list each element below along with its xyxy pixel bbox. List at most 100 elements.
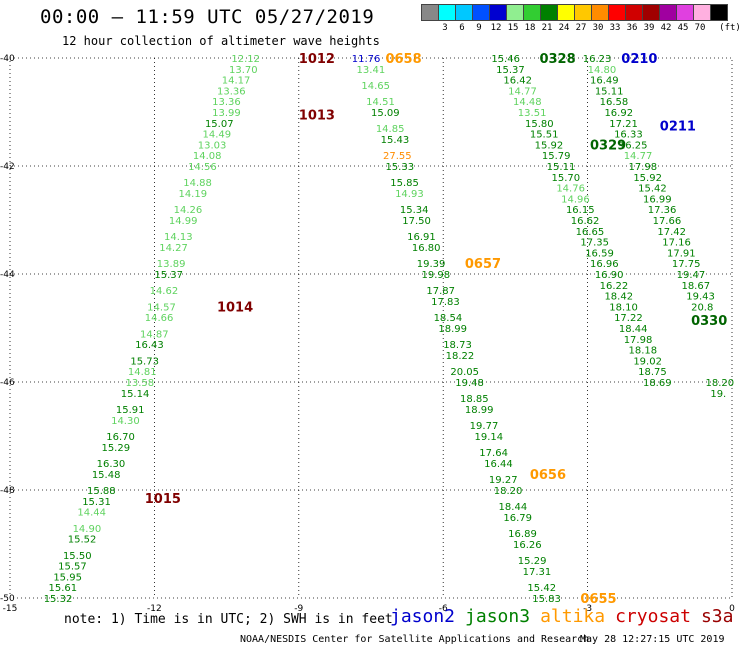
y-tick-label: -44 xyxy=(0,270,15,280)
wave-height-value: 15.31 xyxy=(82,497,111,508)
pass-time-label: 0330 xyxy=(691,314,727,329)
y-tick-label: -50 xyxy=(0,594,15,604)
wave-height-value: 14.87 xyxy=(140,329,169,340)
legend-label: 12 xyxy=(490,23,502,33)
wave-height-value: 20.05 xyxy=(450,367,479,378)
wave-height-value: 14.77 xyxy=(624,151,653,162)
wave-height-value: 14.49 xyxy=(203,130,232,141)
wave-height-value: 13.58 xyxy=(126,378,155,389)
wave-height-value: 18.20 xyxy=(706,378,735,389)
x-tick-label: -12 xyxy=(147,604,162,614)
page-title: 00:00 – 11:59 UTC 05/27/2019 xyxy=(40,6,375,28)
wave-height-value: 18.99 xyxy=(438,324,467,335)
wave-height-value: 11.76 xyxy=(352,54,381,65)
wave-height-value: 17.98 xyxy=(629,162,658,173)
wave-height-value: 15.29 xyxy=(518,556,547,567)
wave-height-value: 16.90 xyxy=(595,270,624,281)
wave-height-value: 16.26 xyxy=(513,540,542,551)
wave-height-value: 14.19 xyxy=(178,189,207,200)
wave-height-value: 16.58 xyxy=(600,97,629,108)
wave-height-value: 15.32 xyxy=(44,594,73,605)
wave-height-value: 14.66 xyxy=(145,313,174,324)
wave-height-value: 14.48 xyxy=(513,97,542,108)
wave-height-value: 15.88 xyxy=(87,486,116,497)
wave-height-value: 18.69 xyxy=(643,378,672,389)
wave-height-value: 17.35 xyxy=(580,238,609,249)
x-tick-label: -15 xyxy=(3,604,18,614)
wave-height-value: 16.80 xyxy=(412,243,441,254)
wave-height-value: 14.26 xyxy=(174,205,203,216)
wave-height-points: 12.1213.7014.1713.3613.3613.9915.0714.49… xyxy=(44,54,734,605)
wave-height-value: 14.76 xyxy=(556,184,585,195)
pass-time-label: 1013 xyxy=(299,109,335,124)
pass-time-labels: 1012 1013 1014 1015 0658 0657 0656 0655 0328 0329… xyxy=(145,52,728,607)
wave-height-value: 19.14 xyxy=(474,432,503,443)
wave-height-value: 19.02 xyxy=(633,356,662,367)
wave-height-value: 20.8 xyxy=(691,302,713,313)
wave-height-value: 14.81 xyxy=(128,367,157,378)
wave-height-value: 15.37 xyxy=(496,65,525,76)
wave-height-value: 16.23 xyxy=(583,54,612,65)
wave-height-value: 15.85 xyxy=(390,178,419,189)
wave-height-value: 15.37 xyxy=(154,270,183,281)
wave-height-value: 15.95 xyxy=(53,572,82,583)
wave-height-value: 19.43 xyxy=(686,292,715,303)
wave-height-value: 19. xyxy=(710,389,726,400)
wave-height-value: 13.89 xyxy=(157,259,186,270)
wave-height-value: 14.51 xyxy=(366,97,395,108)
wave-height-value: 15.42 xyxy=(638,184,667,195)
map-axes: -15 -12 -9 -6 -3 0 -40 -42 -44 -46 -48 -50 xyxy=(0,54,735,614)
wave-height-value: 17.31 xyxy=(523,567,552,578)
wave-height-value: 14.65 xyxy=(361,81,390,92)
wave-height-value: 15.34 xyxy=(400,205,429,216)
wave-height-value: 15.42 xyxy=(527,583,556,594)
wave-height-value: 18.75 xyxy=(638,367,667,378)
wave-height-value: 16.79 xyxy=(503,513,532,524)
wave-height-value: 18.85 xyxy=(460,394,489,405)
wave-height-value: 18.99 xyxy=(465,405,494,416)
wave-height-value: 18.20 xyxy=(494,486,523,497)
wave-height-value: 15.73 xyxy=(130,356,159,367)
wave-height-value: 15.79 xyxy=(542,151,571,162)
wave-height-value: 14.80 xyxy=(588,65,617,76)
wave-height-value: 15.61 xyxy=(49,583,78,594)
wave-height-value: 14.13 xyxy=(164,232,193,243)
wave-height-value: 18.73 xyxy=(443,340,472,351)
pass-time-label: 1012 xyxy=(299,52,335,67)
wave-height-value: 13.41 xyxy=(357,65,386,76)
pass-time-label: 1014 xyxy=(217,300,253,315)
satellite-legend: jason2 jason3 altika cryosat s3a xyxy=(390,606,740,627)
x-tick-label: -9 xyxy=(294,604,303,614)
wave-height-value: 14.62 xyxy=(150,286,179,297)
wave-height-value: 17.16 xyxy=(662,238,691,249)
legend-unit: (ft) xyxy=(719,23,740,33)
wave-height-value: 15.70 xyxy=(552,173,581,184)
wave-height-value: 14.27 xyxy=(159,243,188,254)
wave-height-value: 14.85 xyxy=(376,124,405,135)
legend-label: 18 xyxy=(524,23,536,33)
wave-height-value: 15.92 xyxy=(633,173,662,184)
wave-height-value: 17.42 xyxy=(657,227,686,238)
wave-height-value: 15.57 xyxy=(58,562,87,573)
wave-height-value: 17.87 xyxy=(426,286,455,297)
wave-height-value: 14.96 xyxy=(561,194,590,205)
legend-label: 3 xyxy=(442,23,448,33)
wave-height-value: 15.50 xyxy=(63,551,92,562)
legend-label: 42 xyxy=(660,23,672,33)
credit-line: NOAA/NESDIS Center for Satellite Applica… xyxy=(240,634,590,645)
wave-height-value: 16.49 xyxy=(590,76,619,87)
legend-label: 9 xyxy=(476,23,482,33)
wave-height-value: 13.03 xyxy=(198,140,227,151)
wave-height-value: 17.91 xyxy=(667,248,696,259)
wave-height-value: 15.92 xyxy=(535,140,564,151)
legend-label: 45 xyxy=(677,23,689,33)
altimeter-map: -15 -12 -9 -6 -3 0-40-42-44-46-48-50 12.1213.… xyxy=(0,52,735,614)
pass-time-label: 0658 xyxy=(385,52,421,67)
wave-height-value: 16.59 xyxy=(585,248,614,259)
wave-height-value: 13.70 xyxy=(229,65,258,76)
generated-time: May 28 12:27:15 UTC 2019 xyxy=(580,634,725,645)
wave-height-value: 16.91 xyxy=(407,232,436,243)
legend-label: 6 xyxy=(459,23,465,33)
map-frame xyxy=(9,57,733,599)
wave-height-value: 15.11 xyxy=(595,86,624,97)
